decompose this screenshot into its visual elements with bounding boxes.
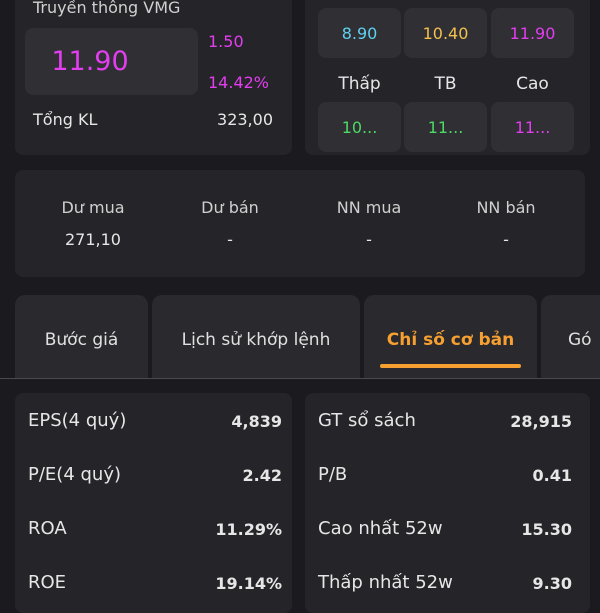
- metric-label: GT sổ sách: [318, 410, 416, 431]
- price-box: 10...: [318, 102, 401, 152]
- metric-value: 11.29%: [215, 520, 282, 539]
- range-label: Thấp: [338, 74, 381, 94]
- metric-value: 28,915: [510, 412, 572, 431]
- price-box: 11...: [491, 102, 574, 152]
- volume-label: Tổng KL: [33, 110, 98, 129]
- price-box: 11.90: [491, 8, 574, 58]
- tab[interactable]: [541, 295, 600, 378]
- order-book-card: [15, 170, 585, 277]
- tab-label[interactable]: Chỉ số cơ bản: [386, 330, 515, 350]
- price-box: 11...: [404, 102, 487, 152]
- tab-label[interactable]: Lịch sử khớp lệnh: [181, 330, 331, 350]
- metric-label: P/B: [318, 464, 348, 485]
- metric-value: 15.30: [521, 520, 572, 539]
- tab-underline: [380, 364, 521, 368]
- metric-value: 19.14%: [215, 574, 282, 593]
- fundamentals-card: [15, 393, 292, 613]
- metric-label: EPS(4 quý): [28, 410, 127, 431]
- order-value: -: [227, 230, 233, 249]
- screen: Truyền thông VMG 11.90 1.50 14.42% Tổng KL 32…: [0, 0, 600, 593]
- metric-value: 4,839: [231, 412, 282, 431]
- divider: [0, 378, 600, 379]
- metric-label: P/E(4 quý): [28, 464, 121, 485]
- app: Truyền thông VMG 11.90 1.50 14.42% Tổng KL 32…: [0, 0, 600, 593]
- price: 11.90: [51, 46, 129, 77]
- tab-label[interactable]: Bước giá: [44, 330, 119, 350]
- tab[interactable]: [15, 295, 148, 378]
- order-value: -: [503, 230, 509, 249]
- order-label: Dư mua: [61, 198, 125, 217]
- price-box: [25, 28, 198, 95]
- range-label: Cao: [516, 74, 549, 94]
- order-label: Dư bán: [201, 198, 259, 217]
- change-pct: 14.42%: [208, 73, 270, 92]
- price-box: 8.90: [318, 8, 401, 58]
- tab[interactable]: [152, 295, 360, 378]
- metric-label: Thấp nhất 52w: [318, 572, 453, 593]
- metric-value: 0.41: [532, 466, 572, 485]
- change: 1.50: [208, 32, 244, 51]
- order-value: -: [366, 230, 372, 249]
- metric-value: 9.30: [532, 574, 572, 593]
- tab-label[interactable]: Gó: [568, 330, 592, 350]
- metric-label: Cao nhất 52w: [318, 518, 443, 539]
- order-label: NN bán: [476, 198, 536, 217]
- fundamentals-card: [305, 393, 590, 613]
- metric-label: ROE: [28, 572, 67, 593]
- metric-label: ROA: [28, 518, 67, 539]
- order-value: 271,10: [65, 230, 121, 249]
- volume: 323,00: [217, 110, 273, 129]
- metric-value: 2.42: [242, 466, 282, 485]
- order-label: NN mua: [336, 198, 402, 217]
- stock-name: Truyền thông VMG: [33, 0, 181, 17]
- price-box: 10.40: [404, 8, 487, 58]
- range-label: TB: [434, 74, 457, 94]
